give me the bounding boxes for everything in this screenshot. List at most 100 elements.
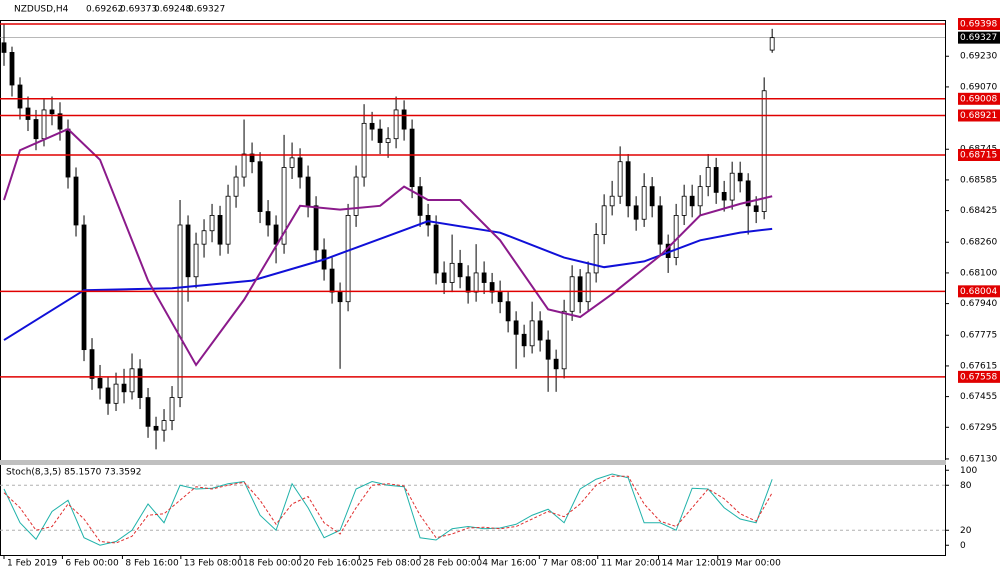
level-label-box [958,18,1000,31]
x-tick-label: 7 Mar 08:00 [542,559,597,569]
y-tick-label: 0 [960,541,966,551]
y-tick-label: 100 [960,466,977,476]
x-tick-label: 19 Mar 00:00 [721,559,781,569]
candle-body [353,176,359,216]
candle-body [409,128,415,188]
symbol-title: NZDUSD,H4 [14,5,69,15]
y-tick-label: 0.68100 [960,268,997,278]
candle-body [97,377,103,389]
stoch-line [3,473,773,546]
candle-body [337,291,343,303]
candle-body [169,397,175,421]
stoch-line [3,475,773,544]
y-tick-label: 0.67940 [960,299,997,309]
candle-body [249,153,255,163]
header-close: 0.69327 [188,5,225,15]
candle-body [569,276,575,312]
candle-body [121,383,127,393]
current-price-box [958,31,1000,44]
candle-body [385,138,391,143]
x-tick-label: 11 Mar 20:00 [601,559,661,569]
candle-body [761,90,767,212]
candle-body [697,186,703,207]
candle-body [417,186,423,216]
candle-body [745,180,751,207]
level-label-box [958,370,1000,383]
x-tick-label: 28 Feb 00:00 [423,559,482,569]
level-label-box [958,92,1000,105]
candle-body [105,387,111,404]
candle-body [201,230,207,245]
candle-body [441,272,447,283]
candle-body [1,42,7,53]
candle-body [481,272,487,283]
candle-body [41,109,47,140]
candle-body [769,37,775,51]
x-tick-label: 4 Mar 16:00 [482,559,537,569]
candle-body [601,205,607,235]
candle-body [633,205,639,220]
candle-body [145,397,151,427]
candle-body [17,84,23,109]
x-tick-label: 1 Feb 2019 [7,559,58,569]
candle-body [489,282,495,293]
y-tick-label: 0.69230 [960,52,997,62]
candle-body [289,157,295,168]
candle-body [57,113,63,130]
candle-body [369,122,375,130]
y-tick-label: 0.67775 [960,331,997,341]
candle-body [537,320,543,341]
candle-body [473,272,479,293]
candle-body [617,161,623,197]
candle-body [465,276,471,293]
candle-body [209,215,215,232]
candle-body [625,161,631,207]
candle-body [129,368,135,393]
candle-body [361,122,367,178]
candle-body [457,262,463,278]
candle-body [401,109,407,130]
candle-body [65,128,71,178]
candle-body [193,243,199,278]
level-label-box [958,109,1000,122]
x-tick-label: 14 Mar 12:00 [662,559,722,569]
candle-body [721,191,727,201]
candle-body [329,268,335,293]
candle-body [137,368,143,398]
header-high: 0.69373 [120,5,157,15]
candle-body [345,215,351,303]
moving-average [3,220,773,341]
candle-body [241,153,247,178]
moving-average [3,127,773,367]
candle-body [545,339,551,360]
x-tick-label: 18 Feb 00:00 [243,559,302,569]
x-tick-label: 8 Feb 16:00 [125,559,179,569]
candle-body [281,167,287,245]
header-low: 0.69248 [154,5,191,15]
candle-body [161,420,167,431]
x-tick-label: 6 Feb 00:00 [65,559,119,569]
candle-body [185,224,191,278]
candle-body [73,176,79,226]
candle-body [313,205,319,251]
y-tick-label: 0.68425 [960,206,997,216]
y-tick-label: 20 [960,526,972,536]
level-label: 0.68715 [960,150,997,160]
y-tick-label: 0.68585 [960,175,997,185]
candle-body [641,186,647,220]
x-tick-label: 13 Feb 08:00 [184,559,243,569]
y-tick-label: 0.67130 [960,454,997,464]
candle-body [33,119,39,140]
candle-body [497,291,503,303]
candle-body [681,195,687,216]
candle-body [177,224,183,398]
level-label: 0.67558 [960,372,997,382]
level-label-box [958,285,1000,298]
y-tick-label: 0.69070 [960,82,997,92]
candle-body [449,262,455,283]
candle-body [713,167,719,193]
level-label: 0.69008 [960,94,997,104]
candle-body [153,425,159,431]
candle-body [649,186,655,207]
